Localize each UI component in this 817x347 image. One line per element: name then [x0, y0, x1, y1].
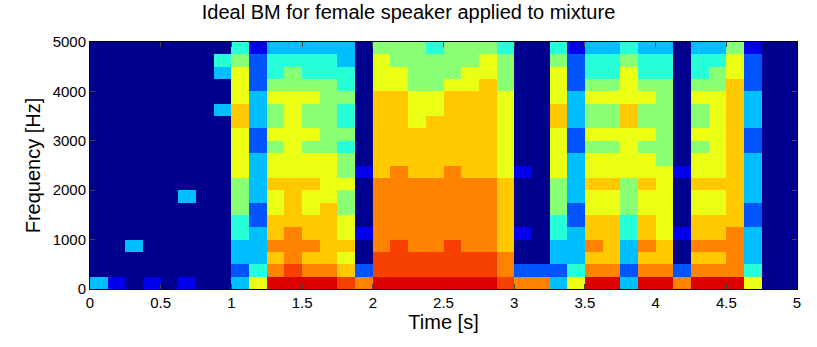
- svg-text:1.5: 1.5: [292, 294, 313, 311]
- svg-text:4.5: 4.5: [716, 294, 737, 311]
- svg-text:4: 4: [651, 294, 659, 311]
- svg-text:3.5: 3.5: [574, 294, 595, 311]
- svg-text:2000: 2000: [53, 181, 86, 198]
- svg-text:4000: 4000: [53, 83, 86, 100]
- svg-text:0.5: 0.5: [150, 294, 171, 311]
- svg-text:2.5: 2.5: [433, 294, 454, 311]
- svg-text:2: 2: [369, 294, 377, 311]
- svg-text:5000: 5000: [53, 33, 86, 50]
- svg-text:0: 0: [78, 280, 86, 297]
- svg-text:Ideal BM for female speaker ap: Ideal BM for female speaker applied to m…: [202, 1, 616, 23]
- svg-text:Time [s]: Time [s]: [408, 311, 478, 333]
- svg-text:Frequency [Hz]: Frequency [Hz]: [22, 98, 44, 234]
- svg-text:1: 1: [227, 294, 235, 311]
- svg-text:5: 5: [793, 294, 801, 311]
- svg-text:3000: 3000: [53, 132, 86, 149]
- svg-text:1000: 1000: [53, 231, 86, 248]
- svg-text:3: 3: [510, 294, 518, 311]
- svg-text:0: 0: [86, 294, 94, 311]
